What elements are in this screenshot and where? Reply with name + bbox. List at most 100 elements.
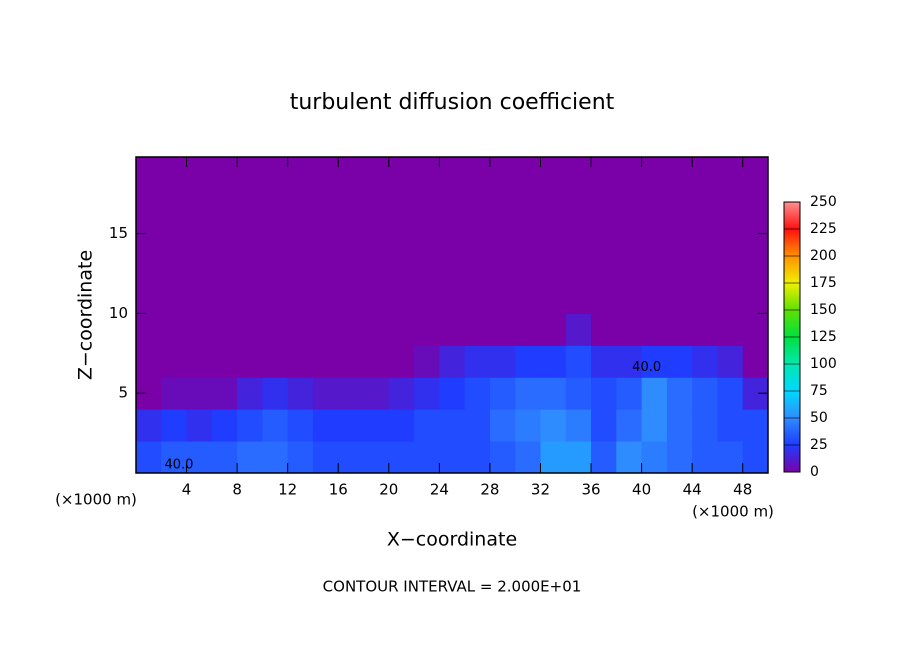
cell — [136, 345, 162, 378]
cell — [666, 441, 693, 473]
x-axis-label: X−coordinate — [387, 529, 517, 551]
cell — [717, 377, 744, 410]
cell — [186, 281, 213, 314]
colorbar-tick-label: 125 — [810, 329, 837, 345]
cell — [414, 185, 440, 219]
colorbar-tick-label: 200 — [810, 248, 837, 264]
cell — [186, 409, 213, 442]
cell — [262, 377, 289, 410]
cell — [439, 281, 466, 314]
x-tick-label: 36 — [581, 481, 600, 499]
cell — [591, 281, 617, 314]
cell — [489, 249, 516, 282]
cell — [717, 217, 744, 251]
cell — [641, 409, 668, 442]
cell — [666, 313, 693, 346]
cell — [338, 345, 365, 378]
cell — [161, 281, 188, 314]
x-unit-label: (×1000 m) — [55, 491, 137, 509]
colorbar-tick-label: 225 — [810, 221, 837, 237]
cell — [692, 185, 718, 219]
cell — [666, 281, 693, 314]
cell — [136, 441, 162, 473]
cell — [414, 249, 440, 282]
cell — [287, 185, 314, 219]
cell — [262, 185, 289, 219]
cell — [565, 185, 592, 219]
cell — [515, 313, 541, 346]
cell — [540, 185, 567, 219]
cell — [388, 345, 415, 378]
cell — [717, 249, 744, 282]
cell — [616, 409, 643, 442]
cell — [464, 313, 491, 346]
cell — [414, 281, 440, 314]
cell — [464, 441, 491, 473]
cell — [540, 281, 567, 314]
x-tick-label: 48 — [733, 481, 752, 499]
cell — [211, 217, 238, 251]
y-axis-label: Z−coordinate — [75, 250, 97, 380]
cell — [287, 409, 314, 442]
cell — [136, 157, 162, 187]
cell — [211, 409, 238, 442]
cell — [742, 157, 768, 187]
cell — [439, 313, 466, 346]
cell — [616, 345, 643, 378]
cell — [136, 281, 162, 314]
cell — [161, 313, 188, 346]
cell — [211, 345, 238, 378]
cell — [338, 441, 365, 473]
x-tick-label: 20 — [379, 481, 398, 499]
cell — [742, 441, 768, 473]
cell — [262, 217, 289, 251]
cell — [186, 185, 213, 219]
cell — [742, 313, 768, 346]
cell — [641, 441, 668, 473]
cell — [515, 157, 541, 187]
cell — [262, 345, 289, 378]
cell — [616, 377, 643, 410]
cell — [388, 313, 415, 346]
x-tick-label: 8 — [232, 481, 242, 499]
cell — [312, 313, 339, 346]
cell — [515, 377, 541, 410]
y-tick-label: 5 — [118, 384, 128, 402]
cell — [312, 157, 339, 187]
cell — [388, 157, 415, 187]
cell — [591, 409, 617, 442]
cell — [641, 249, 668, 282]
cell — [489, 281, 516, 314]
cell — [616, 217, 643, 251]
colorbar-tick-label: 25 — [810, 437, 828, 453]
cell — [439, 377, 466, 410]
cell — [717, 157, 744, 187]
cell — [414, 217, 440, 251]
cell — [363, 345, 390, 378]
cell — [211, 313, 238, 346]
cell — [591, 217, 617, 251]
cell — [414, 441, 440, 473]
cell — [692, 345, 718, 378]
cell — [312, 281, 339, 314]
cell — [692, 217, 718, 251]
x-tick-label: 4 — [182, 481, 192, 499]
cell — [489, 377, 516, 410]
cell — [363, 377, 390, 410]
cell — [312, 377, 339, 410]
cell — [237, 377, 263, 410]
x-tick-label: 40 — [632, 481, 651, 499]
cell — [616, 313, 643, 346]
x-unit-label: (×1000 m) — [692, 503, 774, 521]
cell — [742, 249, 768, 282]
cell — [363, 249, 390, 282]
cell — [312, 249, 339, 282]
cell — [692, 377, 718, 410]
cell — [692, 157, 718, 187]
cell — [717, 441, 744, 473]
cell — [489, 157, 516, 187]
cell — [565, 313, 592, 346]
x-tick-label: 44 — [683, 481, 702, 499]
cell — [161, 441, 188, 473]
